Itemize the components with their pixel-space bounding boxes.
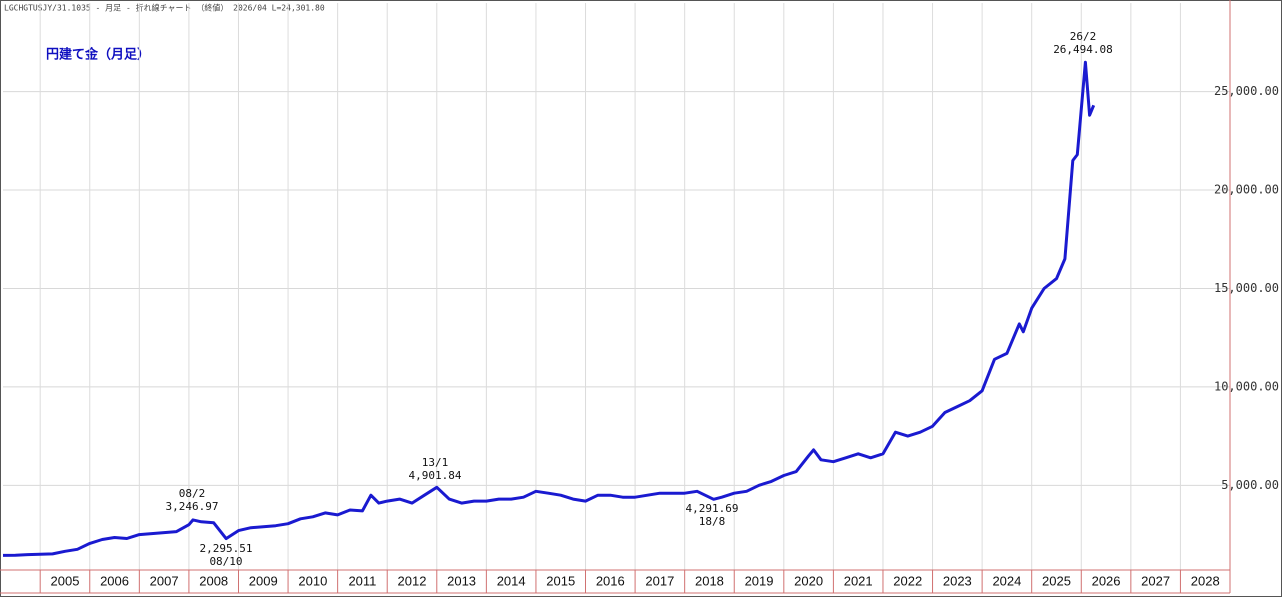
x-tick-label: 2026 [1092, 573, 1121, 588]
x-tick-label: 2018 [695, 573, 724, 588]
x-tick-label: 2020 [794, 573, 823, 588]
x-tick-label: 2016 [596, 573, 625, 588]
x-tick-label: 2014 [497, 573, 526, 588]
y-tick-label: 20,000.00 [1214, 183, 1279, 197]
annotation: 4,291.69 [686, 502, 739, 515]
x-tick-label: 2006 [100, 573, 129, 588]
chart-title: 円建て金（月足） [46, 47, 150, 63]
x-tick-label: 2017 [645, 573, 674, 588]
x-tick-label: 2024 [992, 573, 1021, 588]
x-tick-label: 2015 [546, 573, 575, 588]
x-tick-label: 2019 [745, 573, 774, 588]
annotation: 2,295.51 [200, 542, 253, 555]
y-tick-label: 15,000.00 [1214, 281, 1279, 295]
annotation: 4,901.84 [409, 469, 462, 482]
y-tick-label: 25,000.00 [1214, 84, 1279, 98]
annotation: 26/2 [1070, 30, 1097, 43]
x-tick-label: 2027 [1141, 573, 1170, 588]
chart-header: LGCHGTUSJY/31.1035 - 月足 - 折れ線チャート （終値） 2… [4, 3, 325, 13]
annotation: 3,246.97 [166, 500, 219, 513]
x-tick-label: 2025 [1042, 573, 1071, 588]
y-tick-label: 5,000.00 [1221, 478, 1279, 492]
x-tick-label: 2011 [348, 573, 376, 588]
x-tick-label: 2007 [150, 573, 179, 588]
annotation: 13/1 [422, 456, 449, 469]
x-tick-label: 2009 [249, 573, 278, 588]
x-tick-label: 2008 [199, 573, 228, 588]
x-tick-label: 2005 [51, 573, 80, 588]
annotation: 18/8 [699, 515, 726, 528]
y-tick-label: 10,000.00 [1214, 379, 1279, 393]
x-tick-label: 2023 [943, 573, 972, 588]
x-tick-label: 2021 [844, 573, 873, 588]
x-tick-label: 2028 [1191, 573, 1220, 588]
annotation: 08/10 [209, 555, 242, 568]
x-tick-label: 2010 [298, 573, 327, 588]
x-tick-label: 2012 [398, 573, 427, 588]
annotation: 08/2 [179, 487, 206, 500]
price-line [2, 60, 1096, 557]
x-tick-label: 2013 [447, 573, 476, 588]
annotation: 26,494.08 [1053, 43, 1113, 56]
x-tick-label: 2022 [893, 573, 922, 588]
